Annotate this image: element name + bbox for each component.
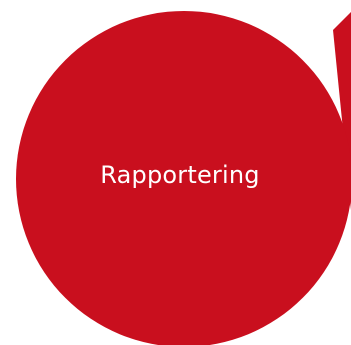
rapportering-circle[interactable]	[16, 11, 351, 345]
rapportering-label[interactable]: Rapportering	[100, 161, 260, 189]
